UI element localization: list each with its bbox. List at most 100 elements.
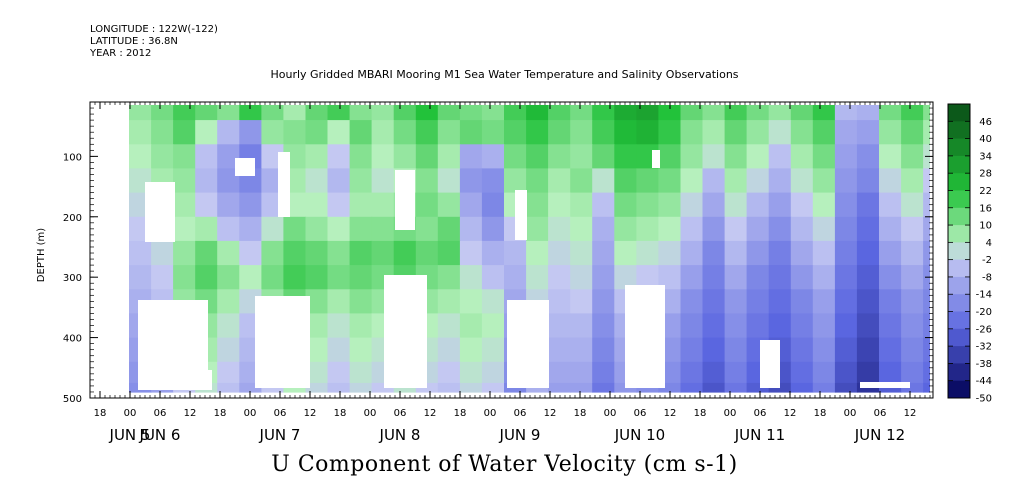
heatmap-cell: [305, 168, 329, 194]
missing-region: [625, 285, 665, 388]
heatmap-cell: [129, 120, 152, 145]
x-hour-label: 12: [904, 408, 917, 419]
heatmap-cell: [879, 240, 902, 266]
x-hour-label: 12: [784, 408, 797, 419]
heatmap-cell: [261, 120, 285, 145]
heatmap-cell: [680, 313, 704, 339]
heatmap-cell: [283, 120, 307, 145]
heatmap-cell: [570, 265, 593, 290]
colorbar-swatch: [948, 346, 970, 364]
heatmap-cell: [415, 382, 439, 393]
heatmap-cell: [349, 289, 373, 315]
heatmap-cell: [724, 337, 748, 363]
heatmap-cell: [901, 313, 924, 339]
colorbar-label: -44: [976, 376, 992, 387]
heatmap-cell: [636, 105, 660, 121]
heatmap-cell: [724, 120, 748, 145]
x-hour-label: 18: [814, 408, 827, 419]
heatmap-cell: [459, 289, 483, 315]
missing-region: [190, 370, 212, 390]
heatmap-cell: [879, 313, 902, 339]
plot-frame: [89, 101, 934, 399]
y-tick-label: 300: [63, 273, 82, 284]
heatmap-cell: [923, 361, 930, 384]
heatmap-cell: [481, 168, 505, 194]
colorbar-swatch: [948, 259, 970, 278]
heatmap-cell: [371, 144, 395, 170]
heatmap-cell: [481, 240, 505, 266]
heatmap-cell: [327, 313, 351, 339]
heatmap-cell: [614, 105, 637, 121]
heatmap-cell: [790, 144, 814, 170]
heatmap-cell: [217, 105, 240, 121]
x-day-label: JUN 7: [259, 426, 301, 444]
heatmap-cell: [724, 216, 748, 242]
x-hour-label: 00: [124, 408, 137, 419]
heatmap-cell: [548, 168, 571, 194]
heatmap-cell: [437, 240, 461, 266]
heatmap-cell: [371, 120, 395, 145]
heatmap-cell: [592, 382, 615, 393]
heatmap-cell: [151, 144, 174, 170]
heatmap-cell: [459, 313, 483, 339]
heatmap-cell: [768, 120, 792, 145]
heatmap-cell: [901, 337, 924, 363]
heatmap-cell: [548, 105, 571, 121]
heatmap-cell: [415, 168, 439, 194]
heatmap-cell: [901, 361, 924, 384]
heatmap-cell: [702, 105, 726, 121]
heatmap-cell: [834, 289, 858, 315]
heatmap-cell: [923, 192, 930, 218]
heatmap-cell: [239, 240, 262, 266]
year-label: YEAR : 2012: [90, 48, 152, 59]
heatmap-cell: [305, 265, 329, 290]
heatmap-cell: [812, 105, 836, 121]
heatmap-cell: [702, 313, 726, 339]
heatmap-cell: [173, 216, 196, 242]
heatmap-cell: [592, 361, 615, 384]
heatmap-cell: [702, 265, 726, 290]
heatmap-cell: [327, 105, 351, 121]
colorbar-swatch: [948, 311, 970, 330]
heatmap-cell: [526, 144, 549, 170]
heatmap-cell: [305, 289, 329, 315]
heatmap-cell: [415, 192, 439, 218]
x-day-label: JUN 12: [854, 426, 905, 444]
heatmap-cell: [283, 105, 307, 121]
colorbar-swatch: [948, 225, 970, 243]
heatmap-cell: [327, 144, 351, 170]
x-hour-label: 18: [574, 408, 587, 419]
heatmap-cell: [768, 382, 792, 393]
heatmap-cell: [504, 120, 527, 145]
x-hour-label: 00: [844, 408, 857, 419]
heatmap-cell: [923, 216, 930, 242]
missing-region: [255, 296, 310, 388]
heatmap-cell: [327, 120, 351, 145]
heatmap-cell: [217, 289, 240, 315]
heatmap-cell: [746, 120, 770, 145]
heatmap-cell: [504, 144, 527, 170]
heatmap-cell: [327, 216, 351, 242]
heatmap-cell: [614, 240, 637, 266]
heatmap-cell: [879, 192, 902, 218]
heatmap-cell: [437, 289, 461, 315]
x-hour-label: 06: [874, 408, 887, 419]
heatmap-cell: [658, 120, 682, 145]
heatmap-cell: [702, 289, 726, 315]
heatmap-cell: [217, 240, 240, 266]
heatmap-cell: [415, 240, 439, 266]
colorbar-swatch: [948, 276, 970, 295]
heatmap-cell: [636, 168, 660, 194]
heatmap-cell: [680, 265, 704, 290]
x-hour-label: 06: [634, 408, 647, 419]
heatmap-cell: [834, 120, 858, 145]
heatmap-cell: [437, 168, 461, 194]
heatmap-cell: [680, 361, 704, 384]
heatmap-cell: [680, 105, 704, 121]
heatmap-cell: [923, 168, 930, 194]
x-hour-label: 18: [454, 408, 467, 419]
heatmap-cell: [746, 382, 770, 393]
colorbar-swatch: [948, 242, 970, 261]
heatmap-cell: [305, 216, 329, 242]
heatmap-cell: [680, 120, 704, 145]
